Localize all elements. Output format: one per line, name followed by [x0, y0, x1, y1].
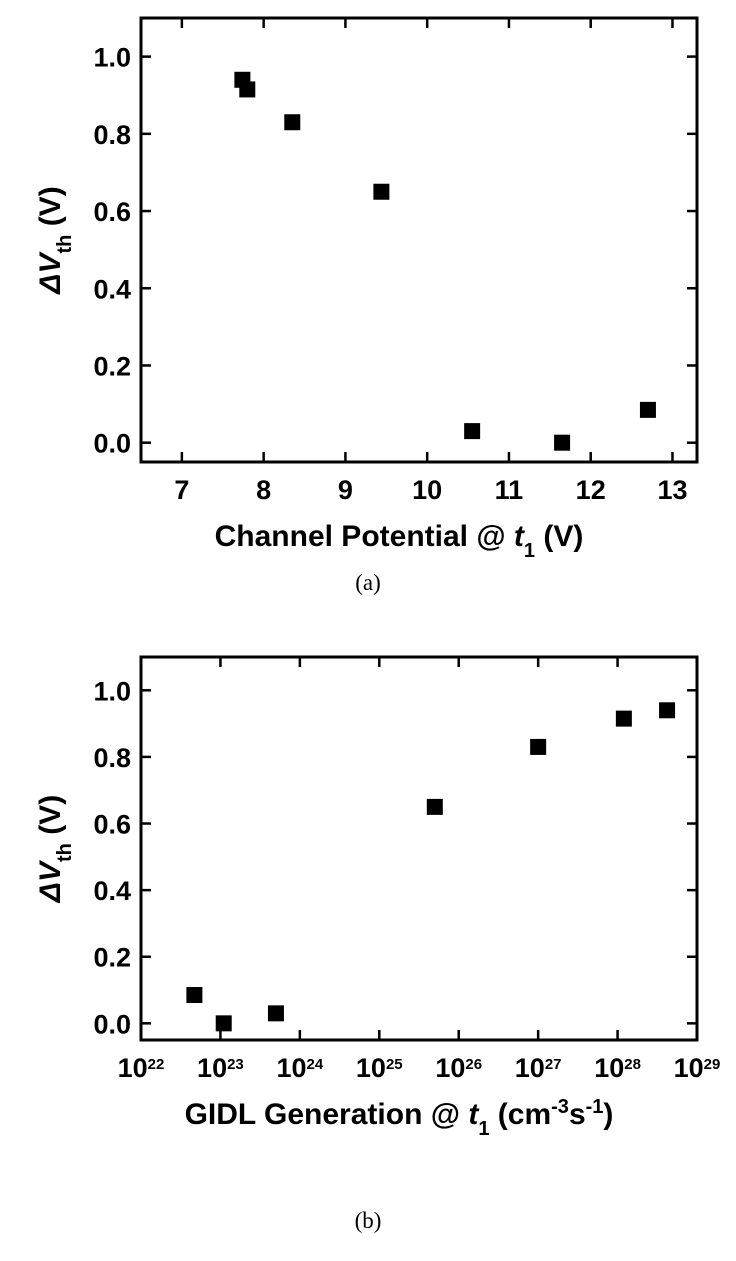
y-tick-label: 1.0	[93, 676, 131, 706]
data-point	[639, 401, 656, 418]
y-tick-label: 0.4	[93, 876, 131, 906]
data-point	[373, 183, 390, 200]
y-tick-label: 0.2	[93, 943, 131, 973]
tick-exponent: 23	[227, 1056, 244, 1073]
tick-exponent: 27	[545, 1056, 562, 1073]
y-tick-label: 0.6	[93, 810, 131, 840]
x-tick-label: 1022	[118, 1053, 165, 1083]
y-tick-label: 0.0	[93, 429, 131, 459]
label-part: (V)	[34, 186, 67, 234]
x-axis-label: GIDL Generation @ t1 (cm-3s-1)	[185, 1096, 614, 1140]
x-tick-label: 12	[576, 475, 606, 505]
label-part: -1	[586, 1096, 604, 1118]
tick-exponent: 24	[307, 1056, 324, 1073]
tick-base: 10	[515, 1053, 545, 1083]
label-part: (V)	[34, 795, 67, 843]
tick-base: 10	[197, 1053, 227, 1083]
tick-exponent: 26	[465, 1056, 482, 1073]
data-point	[267, 1005, 284, 1022]
label-part: (cm	[489, 1098, 551, 1131]
x-tick-label: 9	[338, 475, 353, 505]
caption: (b)	[355, 1208, 382, 1233]
label-part: t	[468, 1098, 480, 1131]
y-tick-label: 0.8	[93, 743, 131, 773]
label-part: 1	[524, 540, 535, 562]
y-tick-label: 0.0	[93, 1009, 131, 1039]
x-tick-label: 10	[412, 475, 442, 505]
data-point	[215, 1015, 232, 1032]
y-axis-label: ΔVth (V)	[34, 795, 76, 903]
data-point	[554, 434, 571, 451]
data-point	[284, 114, 301, 131]
caption: (a)	[355, 570, 381, 595]
y-tick-label: 0.6	[93, 197, 131, 227]
x-tick-label: 1027	[515, 1053, 562, 1083]
tick-exponent: 29	[704, 1056, 721, 1073]
y-tick-label: 0.4	[93, 274, 131, 304]
data-point	[426, 798, 443, 815]
tick-base: 10	[118, 1053, 148, 1083]
x-tick-label: 1028	[594, 1053, 641, 1083]
data-point	[659, 702, 676, 719]
x-tick-label: 8	[256, 475, 271, 505]
y-tick-label: 0.2	[93, 351, 131, 381]
label-part: ΔV	[34, 859, 67, 903]
data-point	[186, 987, 203, 1004]
label-part: GIDL Generation @	[185, 1098, 469, 1131]
tick-base: 10	[435, 1053, 465, 1083]
label-part: 1	[478, 1118, 489, 1140]
label-part: th	[54, 843, 76, 862]
label-part: )	[603, 1098, 613, 1131]
tick-base: 10	[594, 1053, 624, 1083]
tick-base: 10	[356, 1053, 386, 1083]
label-part: -3	[551, 1096, 569, 1118]
label-part: t	[514, 520, 526, 553]
label-part: Channel Potential @	[215, 520, 514, 553]
label-part: s	[569, 1098, 586, 1131]
x-tick-label: 13	[657, 475, 687, 505]
x-axis-label: Channel Potential @ t1 (V)	[215, 520, 584, 562]
tick-exponent: 22	[148, 1056, 165, 1073]
tick-base: 10	[674, 1053, 704, 1083]
data-point	[239, 81, 256, 98]
data-point	[464, 423, 481, 440]
plot-frame	[139, 16, 699, 464]
tick-exponent: 25	[386, 1056, 403, 1073]
y-tick-label: 0.8	[93, 120, 131, 150]
y-tick-label: 1.0	[93, 43, 131, 73]
data-point	[615, 710, 632, 727]
x-tick-label: 1023	[197, 1053, 244, 1083]
label-part: ΔV	[34, 251, 67, 295]
x-tick-label: 1029	[674, 1053, 721, 1083]
tick-exponent: 28	[624, 1056, 641, 1073]
data-point	[530, 738, 547, 755]
plot-frame	[139, 655, 699, 1042]
tick-base: 10	[276, 1053, 306, 1083]
x-tick-label: 1026	[435, 1053, 482, 1083]
label-part: (V)	[535, 520, 583, 553]
label-part: th	[54, 235, 76, 254]
x-tick-label: 11	[495, 475, 524, 505]
x-tick-label: 1024	[276, 1053, 323, 1083]
y-axis-label: ΔVth (V)	[34, 186, 76, 294]
x-tick-label: 1025	[356, 1053, 403, 1083]
x-tick-label: 7	[174, 475, 189, 505]
